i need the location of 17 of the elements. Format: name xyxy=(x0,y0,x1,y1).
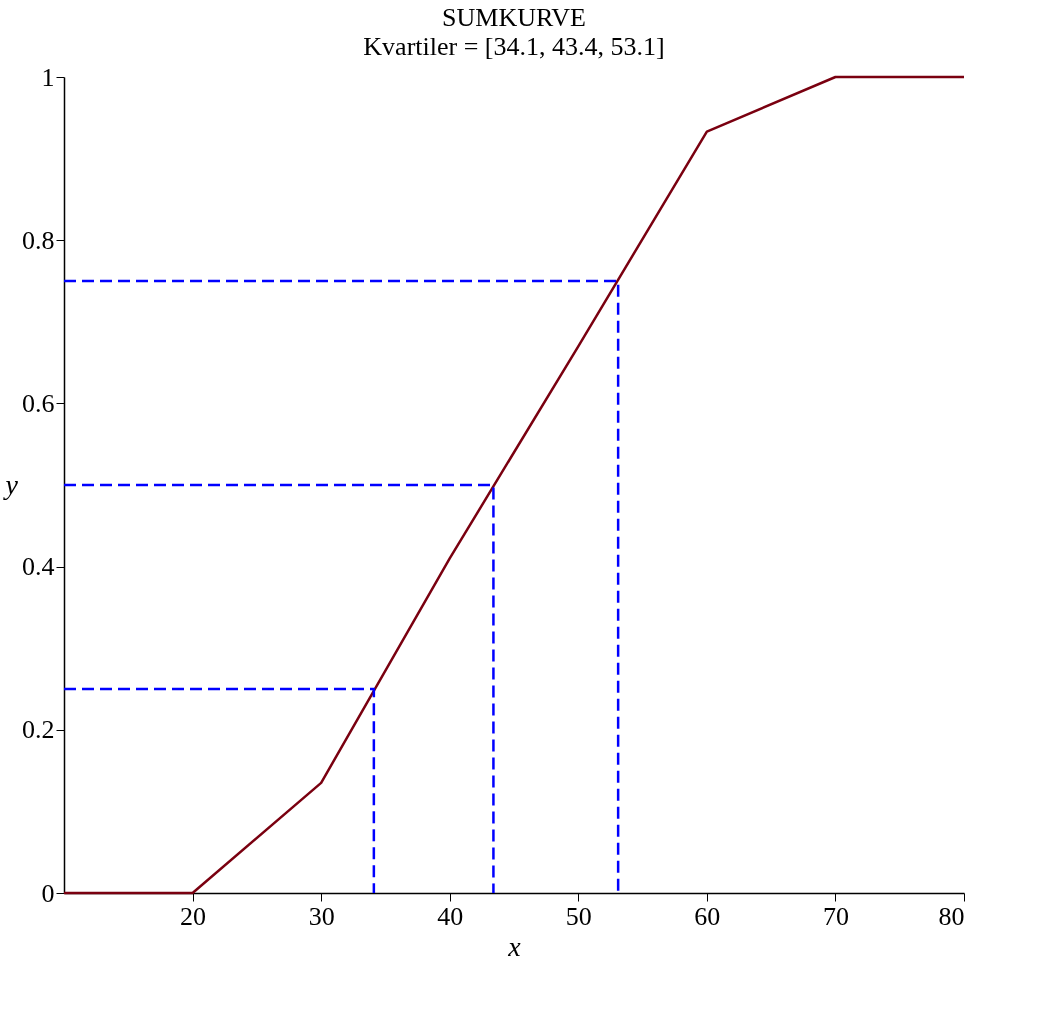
x-tick-label: 60 xyxy=(694,901,721,931)
chart-title: SUMKURVE xyxy=(442,3,586,32)
x-tick-label: 30 xyxy=(308,901,335,931)
chart-subtitle: Kvartiler = [34.1, 43.4, 53.1] xyxy=(363,32,665,61)
x-axis-title: x xyxy=(507,930,522,962)
y-tick-label: 1 xyxy=(41,62,55,92)
x-tick-label: 50 xyxy=(565,901,592,931)
y-tick-label: 0.4 xyxy=(22,552,55,582)
x-tick-label: 40 xyxy=(437,901,464,931)
x-tick-label: 20 xyxy=(180,901,207,931)
y-tick-label: 0.6 xyxy=(22,388,55,418)
y-tick-label: 0.8 xyxy=(22,225,55,255)
x-tick-label: 80 xyxy=(938,901,965,931)
y-tick-label: 0 xyxy=(41,878,55,908)
y-tick-label: 0.2 xyxy=(22,715,55,745)
x-tick-label: 70 xyxy=(822,901,849,931)
y-axis-title: y xyxy=(2,468,19,500)
